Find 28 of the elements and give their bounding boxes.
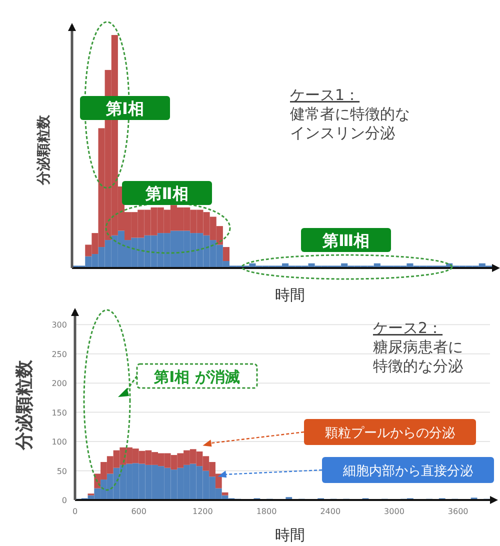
annotation: ケース2： <box>373 319 443 337</box>
x-tick-label: 1800 <box>256 507 277 516</box>
x-tick-label: 3600 <box>448 507 468 516</box>
y-tick-label: 0 <box>62 496 67 505</box>
annotation: 第Ⅰ相 <box>105 99 144 118</box>
y-tick-label: 100 <box>52 438 67 447</box>
x-tick-label: 0 <box>72 507 78 516</box>
y-axis-title: 分泌顆粒数 <box>36 114 52 186</box>
y-tick-label: 150 <box>52 408 67 418</box>
x-tick-label: 2400 <box>320 507 341 516</box>
annotation: 第Ⅱ相 <box>144 184 188 203</box>
y-tick-label: 200 <box>52 379 67 388</box>
annotation: 細胞内部から直接分泌 <box>342 464 473 479</box>
annotation: ケース1： <box>290 86 360 104</box>
y-tick-label: 250 <box>52 350 67 359</box>
annotation: 顆粒プールからの分泌 <box>325 426 455 441</box>
y-tick-label: 300 <box>52 320 67 330</box>
x-tick-label: 600 <box>131 507 146 516</box>
x-axis-title: 時間 <box>275 286 305 304</box>
annotation: 第Ⅲ相 <box>321 231 370 250</box>
annotation: 健常者に特徴的なインスリン分泌 <box>290 105 410 142</box>
y-tick-label: 50 <box>56 466 67 476</box>
x-tick-label: 1200 <box>192 507 213 516</box>
y-axis-title: 分泌顆粒数 <box>14 359 35 451</box>
annotation: 第Ⅰ相 が消滅 <box>153 368 240 386</box>
x-tick-label: 3000 <box>384 507 404 516</box>
x-axis-title: 時間 <box>275 526 305 544</box>
annotation: 糖尿病患者に特徴的な分泌 <box>373 338 463 375</box>
